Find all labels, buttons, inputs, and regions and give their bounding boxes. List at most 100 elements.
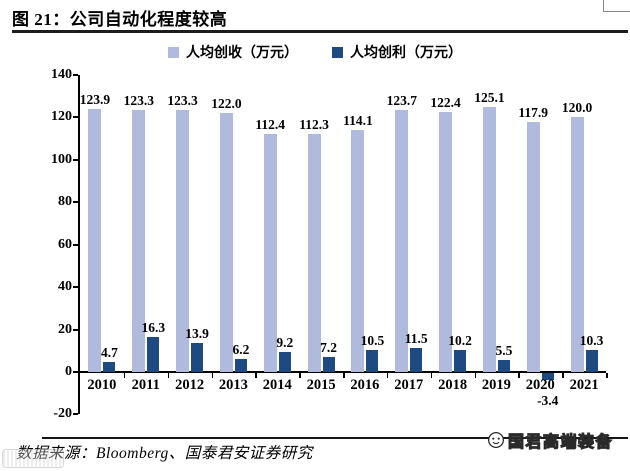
y-axis-tick (73, 201, 78, 204)
bar-profit-value-label: 10.2 (448, 333, 472, 349)
bar-revenue-value-label: 122.4 (430, 95, 461, 111)
bar-revenue (439, 112, 453, 372)
legend-swatch-icon (332, 46, 343, 58)
bar-profit-value-label: 5.5 (495, 343, 513, 359)
x-axis (78, 371, 606, 373)
x-axis-tick (167, 373, 170, 378)
bar-profit (585, 350, 598, 372)
y-axis-label: 120 (51, 109, 72, 125)
bar-revenue-value-label: 123.3 (167, 93, 198, 109)
legend-item-0: 人均创收（万元） (168, 42, 298, 62)
bar-profit-value-label: 10.3 (579, 333, 604, 349)
bar-profit (191, 342, 204, 372)
figure-title: 图 21：公司自动化程度较高 (12, 10, 228, 29)
bar-profit (366, 349, 379, 372)
bar-revenue (351, 129, 365, 372)
y-axis-tick (73, 328, 78, 331)
bar-revenue (482, 106, 496, 372)
bar-profit (454, 350, 467, 372)
bar-profit (322, 356, 335, 372)
y-axis-label: 100 (51, 151, 72, 167)
legend-label: 人均创利（万元） (350, 46, 462, 61)
bar-profit (103, 362, 116, 372)
bar-revenue (219, 113, 233, 372)
bar-profit (234, 358, 247, 372)
corner-watermark (2, 449, 64, 468)
bar-revenue-value-label: 112.3 (299, 116, 329, 132)
bar-revenue-value-label: 123.7 (386, 92, 417, 108)
x-axis-tick (386, 373, 389, 378)
x-axis-tick (518, 373, 520, 378)
bar-profit-value-label: 13.9 (185, 325, 209, 341)
x-axis-category-label: 2011 (131, 377, 160, 393)
x-axis-tick (255, 373, 257, 378)
bar-revenue (88, 109, 102, 372)
bar-revenue-value-label: 117.9 (518, 104, 549, 120)
x-axis-tick (211, 373, 213, 378)
bar-profit-value-label: 11.5 (404, 330, 428, 346)
y-axis-label: 20 (58, 321, 72, 337)
bar-revenue-value-label: 120.0 (561, 100, 593, 116)
bar-profit-value-label: -3.4 (537, 393, 559, 408)
title-divider (12, 30, 628, 33)
bar-revenue (176, 110, 190, 372)
bar-revenue-value-label: 123.3 (123, 93, 154, 109)
legend-item-1: 人均创利（万元） (332, 42, 462, 62)
x-axis-category-label: 2020 (525, 377, 555, 393)
x-axis-tick (606, 373, 608, 378)
x-axis-tick (123, 373, 126, 378)
bar-profit-value-label: 6.2 (232, 341, 250, 357)
bar-profit (497, 360, 510, 372)
legend-swatch-icon (168, 46, 179, 58)
x-axis-tick (299, 373, 301, 378)
x-axis-category-label: 2016 (350, 377, 380, 393)
x-axis-category-label: 2018 (438, 377, 468, 393)
y-axis (78, 75, 80, 415)
y-axis-label: 40 (58, 279, 72, 295)
x-axis-tick (562, 373, 564, 378)
y-axis-tick (73, 243, 78, 246)
x-axis-tick (474, 373, 476, 378)
bar-revenue (132, 110, 146, 372)
y-axis-tick (73, 116, 78, 119)
bar-profit-value-label: 16.3 (141, 320, 166, 336)
chart-legend: 人均创收（万元） 人均创利（万元） (0, 42, 630, 62)
y-axis-tick (73, 74, 78, 76)
data-source-note: 数据来源：Bloomberg、国泰君安证券研究 (16, 445, 313, 462)
y-axis-label: 60 (58, 236, 72, 252)
bar-profit-value-label: 7.2 (320, 339, 338, 355)
corner-watermark-texture (3, 450, 63, 467)
x-axis-tick (343, 373, 345, 378)
x-axis-category-label: 2019 (481, 377, 511, 393)
y-axis-tick (73, 158, 78, 161)
bar-revenue (570, 117, 584, 372)
y-axis-tick (73, 413, 78, 416)
bar-profit-value-label: 10.5 (360, 332, 385, 348)
bar-profit (278, 352, 291, 372)
legend-label: 人均创收（万元） (186, 46, 298, 61)
account-logo-icon (487, 431, 505, 449)
account-watermark-label: 国君高端装备 (507, 433, 614, 451)
x-axis-tick (430, 373, 433, 378)
top-right-cropped-box (603, 0, 630, 12)
footer-divider (42, 437, 628, 439)
y-axis-tick (73, 286, 78, 289)
bar-revenue-value-label: 112.4 (255, 116, 286, 132)
bar-revenue (307, 133, 321, 372)
bar-revenue (395, 109, 409, 372)
x-axis-category-label: 2013 (218, 377, 248, 393)
y-axis-tick (73, 371, 78, 373)
bar-revenue-value-label: 125.1 (474, 89, 505, 105)
bar-profit (541, 373, 554, 381)
bar-revenue (526, 121, 540, 372)
bar-profit-value-label: 4.7 (100, 345, 118, 361)
y-axis-label: -20 (53, 406, 72, 422)
bar-profit (410, 347, 423, 372)
bar-profit (147, 337, 160, 372)
x-axis-category-label: 2021 (569, 377, 599, 393)
x-axis-category-label: 2017 (394, 377, 424, 393)
bar-revenue-value-label: 114.1 (343, 112, 373, 128)
x-axis-category-label: 2015 (306, 377, 336, 393)
x-axis-category-label: 2010 (87, 377, 117, 393)
